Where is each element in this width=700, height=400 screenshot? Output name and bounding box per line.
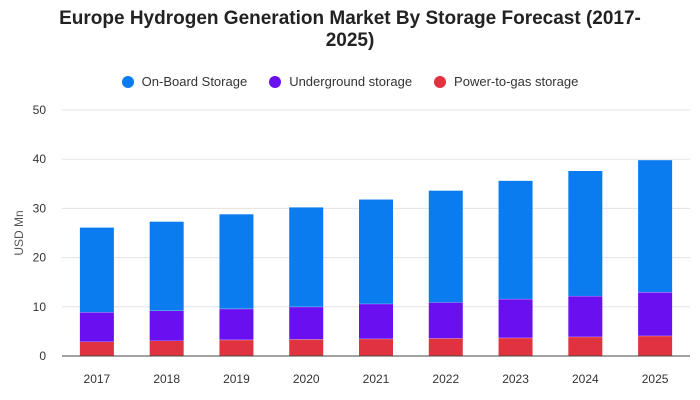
x-tick-label: 2025 [642,372,669,386]
legend-item-power-to-gas[interactable]: Power-to-gas storage [434,74,578,89]
x-tick-label: 2021 [363,372,390,386]
y-axis-title: USD Mn [12,210,26,255]
legend: On-Board Storage Underground storage Pow… [0,74,700,89]
x-tick-label: 2019 [223,372,250,386]
legend-item-underground[interactable]: Underground storage [269,74,412,89]
y-tick-label: 30 [33,201,47,215]
bar-segment-power-to-gas-2020[interactable] [289,339,324,356]
bar-segment-on-board-2025[interactable] [638,160,673,293]
legend-item-on-board[interactable]: On-Board Storage [121,74,248,89]
legend-label-power-to-gas: Power-to-gas storage [454,74,579,89]
bar-segment-power-to-gas-2018[interactable] [149,340,184,356]
bar-segment-power-to-gas-2019[interactable] [219,339,254,356]
axes: 0 10 20 30 40 50 2017 2018 2019 2020 2021 2022 2023 2… [33,103,690,386]
bar-segment-on-board-2024[interactable] [568,171,603,296]
bar-segment-underground-2022[interactable] [428,302,463,339]
bar-segment-power-to-gas-2023[interactable] [498,337,533,356]
legend-swatch-underground [269,75,282,88]
x-tick-label: 2020 [293,372,320,386]
y-tick-label: 10 [33,300,47,314]
bar-segment-power-to-gas-2025[interactable] [638,335,673,356]
bar-segment-underground-2020[interactable] [289,306,324,340]
legend-swatch-on-board [121,75,134,88]
bar-segment-underground-2019[interactable] [219,308,254,340]
bar-segment-on-board-2018[interactable] [149,221,184,311]
legend-label-on-board: On-Board Storage [141,74,248,89]
bar-segment-power-to-gas-2021[interactable] [359,338,393,356]
bar-segment-power-to-gas-2024[interactable] [568,336,603,356]
y-tick-label: 20 [33,251,47,265]
bar-segment-on-board-2020[interactable] [289,207,324,307]
bar-segment-power-to-gas-2022[interactable] [428,338,463,356]
bar-segment-underground-2018[interactable] [149,310,184,341]
legend-swatch-power-to-gas [434,75,447,88]
bar-segment-power-to-gas-2017[interactable] [79,341,114,356]
y-tick-label: 50 [33,103,47,117]
bar-segment-on-board-2022[interactable] [428,190,463,303]
bar-segment-underground-2021[interactable] [359,303,393,339]
bar-segment-underground-2017[interactable] [79,312,114,342]
bar-segment-on-board-2021[interactable] [359,199,393,304]
y-tick-label: 40 [33,152,47,166]
chart-title: Europe Hydrogen Generation Market By Sto… [59,8,641,51]
bar-segment-on-board-2019[interactable] [219,214,254,309]
bars [79,160,673,356]
x-tick-label: 2024 [572,372,599,386]
legend-label-underground: Underground storage [289,74,413,89]
bar-segment-underground-2024[interactable] [568,295,603,337]
bar-segment-on-board-2017[interactable] [79,227,114,313]
y-tick-label: 0 [39,349,46,363]
bar-segment-on-board-2023[interactable] [498,180,533,299]
bar-segment-underground-2023[interactable] [498,298,533,338]
x-tick-label: 2022 [432,372,459,386]
bar-segment-underground-2025[interactable] [638,292,673,336]
x-tick-label: 2018 [153,372,180,386]
x-tick-label: 2017 [84,372,111,386]
x-tick-label: 2023 [502,372,529,386]
